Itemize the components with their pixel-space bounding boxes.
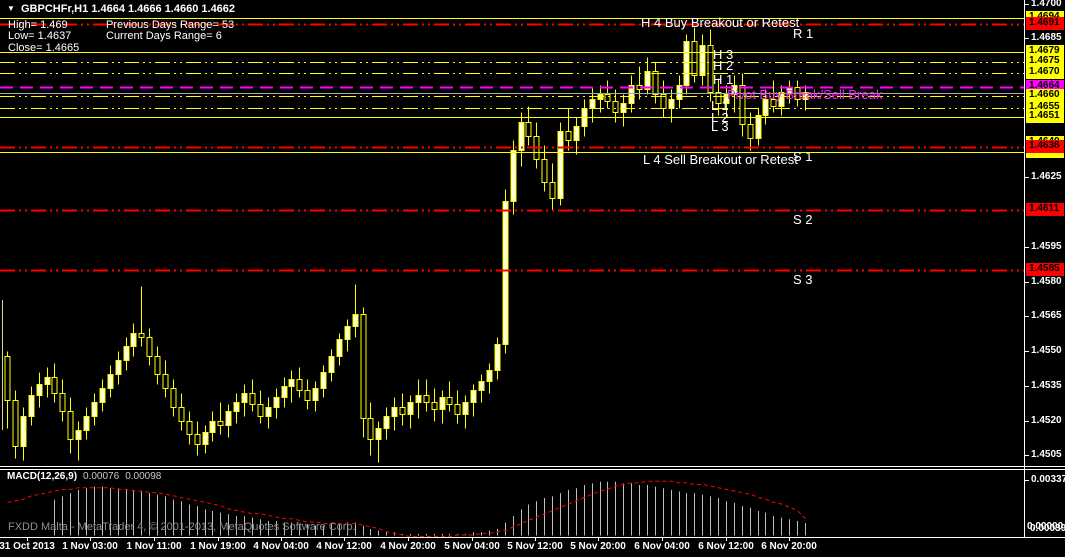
candle-body <box>115 360 122 375</box>
candle-body <box>91 402 98 417</box>
candle-body <box>51 377 58 394</box>
candle-body <box>762 99 769 116</box>
candle-body <box>67 411 74 440</box>
candle-body <box>683 41 690 86</box>
candle-body <box>573 126 580 141</box>
candle-body <box>676 85 683 100</box>
candle-body <box>431 402 438 410</box>
candle-body <box>209 421 216 433</box>
candle-body <box>715 92 722 104</box>
candle-body <box>344 326 351 340</box>
candle-body <box>107 374 114 389</box>
candle-body <box>518 122 525 151</box>
candle-body <box>383 416 390 429</box>
candle-body <box>375 428 382 440</box>
candle-body <box>12 400 19 447</box>
candle-body <box>44 377 51 385</box>
candle-body <box>360 314 367 419</box>
candle-body <box>399 407 406 415</box>
candle-body <box>668 99 675 109</box>
candle-body <box>241 393 248 403</box>
candle-body <box>525 122 532 137</box>
candle-body <box>731 85 738 95</box>
candle-body <box>312 388 319 401</box>
candle-body <box>336 339 343 357</box>
candle-body <box>186 421 193 435</box>
candle-body <box>130 333 137 347</box>
candle-body <box>225 411 232 426</box>
candle-body <box>273 397 280 408</box>
candle-body <box>510 150 517 202</box>
candle-body <box>304 390 311 401</box>
candle-body <box>352 314 359 327</box>
candle-body <box>217 421 224 426</box>
candle-body <box>423 395 430 403</box>
candle-body <box>446 397 453 405</box>
candle-body <box>328 356 335 373</box>
candle-body <box>138 333 145 338</box>
candle-body <box>565 131 572 141</box>
candle-body <box>778 92 785 107</box>
candle-body <box>281 386 288 398</box>
candle-body <box>439 397 446 410</box>
candle-body <box>494 344 501 371</box>
candle-body <box>28 395 35 417</box>
candle-body <box>162 374 169 389</box>
candle-body <box>170 388 177 408</box>
candle-body <box>249 393 256 405</box>
candle-body <box>454 404 461 415</box>
candle-body <box>755 115 762 139</box>
candle-body <box>470 390 477 403</box>
candle-body <box>257 404 264 417</box>
candle-body <box>154 356 161 375</box>
candle-body <box>707 45 714 93</box>
candle-body <box>20 416 27 447</box>
candle-body <box>391 407 398 417</box>
candle-body <box>723 94 730 104</box>
candle-body <box>462 402 469 415</box>
candle-body <box>699 45 706 76</box>
candle-body <box>123 346 130 361</box>
candle-body <box>407 402 414 415</box>
candle-body <box>541 159 548 183</box>
candle-body <box>83 416 90 431</box>
candle-body <box>486 370 493 382</box>
candle-body <box>36 384 43 396</box>
candle-body <box>628 85 635 104</box>
candle-body <box>747 124 754 139</box>
candle-body <box>4 356 11 401</box>
candle-body <box>415 395 422 403</box>
candle-body <box>194 434 201 445</box>
candle-body <box>59 393 66 412</box>
candle-body <box>604 94 611 102</box>
macd-signal-line <box>7 480 806 538</box>
candle-body <box>739 85 746 125</box>
candle-body <box>612 101 619 113</box>
candle-body <box>652 71 659 95</box>
candle-body <box>99 388 106 403</box>
candle-body <box>75 430 82 440</box>
candle-body <box>644 71 651 90</box>
candle-body <box>589 99 596 109</box>
candle-body <box>146 337 153 357</box>
candle-body <box>265 407 272 417</box>
candle-body <box>233 402 240 412</box>
candle-body <box>770 99 777 107</box>
candle-body <box>478 381 485 391</box>
candle-body <box>367 418 374 440</box>
candle-body <box>502 201 509 345</box>
candle-body <box>549 182 556 199</box>
candle-body <box>691 41 698 76</box>
candle-body <box>557 131 564 199</box>
candle-body <box>178 407 185 422</box>
candle-body <box>202 432 209 445</box>
candle-body <box>296 379 303 391</box>
candle-body <box>288 379 295 387</box>
candle-body <box>320 372 327 389</box>
